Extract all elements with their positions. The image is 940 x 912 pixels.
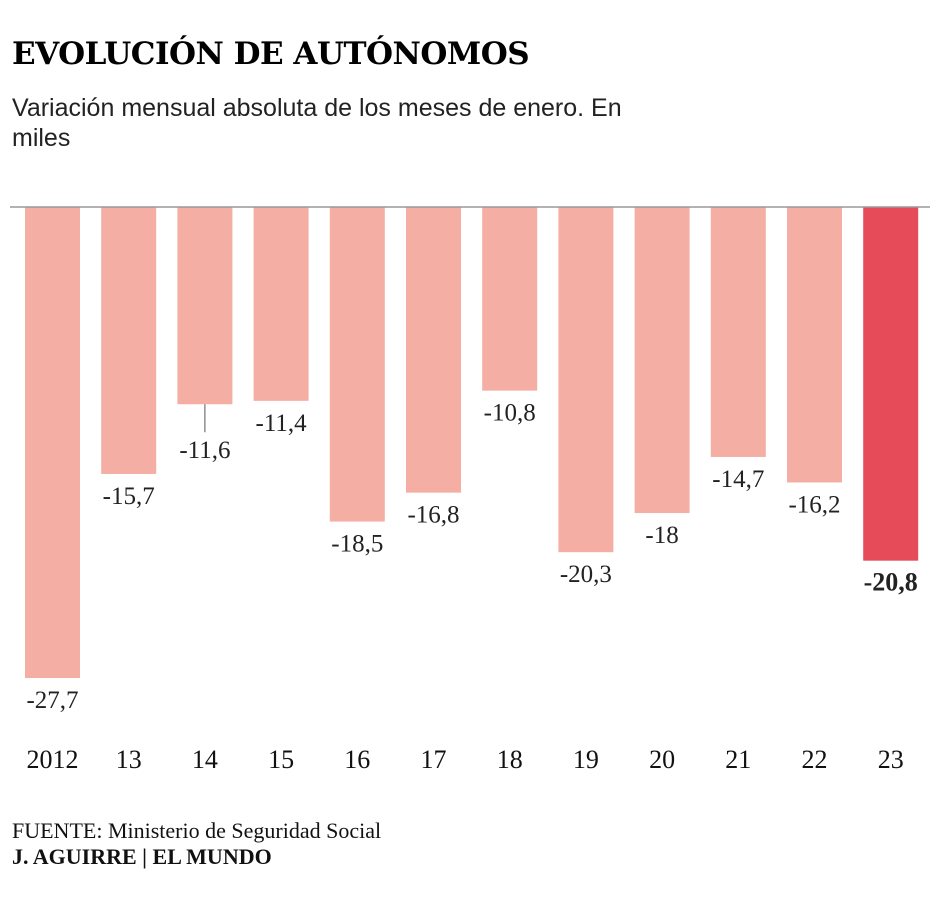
bar-16: [329, 207, 385, 522]
x-tick-18: 18: [497, 745, 523, 774]
bar-18: [482, 207, 538, 391]
bar-14: [177, 207, 233, 405]
value-label-17: -16,8: [407, 502, 459, 529]
bar-20: [634, 207, 690, 514]
x-tick-14: 14: [192, 745, 218, 774]
x-tick-21: 21: [725, 745, 751, 774]
value-labels-group: -27,7 -15,7 -11,6 -11,4 -18,5 -16,8 -10,8 -20,3…: [26, 400, 917, 714]
x-tick-2012: 2012: [27, 745, 79, 774]
footer: FUENTE: Ministerio de Seguridad Social J…: [12, 818, 381, 870]
x-tick-19: 19: [573, 745, 599, 774]
credit-line: J. AGUIRRE | EL MUNDO: [12, 844, 272, 869]
value-label-21: -14,7: [712, 466, 764, 493]
value-label-13: -15,7: [103, 483, 155, 510]
value-label-19: -20,3: [560, 561, 612, 588]
x-tick-13: 13: [116, 745, 142, 774]
bar-15: [253, 207, 309, 401]
bar-21: [710, 207, 766, 457]
x-tick-16: 16: [344, 745, 370, 774]
value-label-2012: -27,7: [26, 687, 78, 714]
x-tick-15: 15: [268, 745, 294, 774]
bar-23: [863, 207, 919, 561]
chart-subtitle: Variación mensual absoluta de los meses …: [12, 94, 622, 152]
x-tick-labels-group: 2012 13 14 15 16 17 18 19 20 21 22 23: [27, 745, 904, 774]
value-label-16: -18,5: [331, 531, 383, 558]
value-label-22: -16,2: [788, 491, 840, 518]
bar-chart: -27,7 -15,7 -11,6 -11,4 -18,5 -16,8 -10,8 -20,3…: [10, 206, 930, 774]
value-label-15: -11,4: [256, 410, 308, 437]
value-label-23: -20,8: [864, 568, 918, 597]
bar-19: [558, 207, 614, 553]
value-label-14: -11,6: [179, 437, 230, 464]
source-text: Ministerio de Seguridad Social: [107, 818, 382, 843]
bars-group: [25, 207, 919, 678]
chart-title: EVOLUCIÓN DE AUTÓNOMOS: [12, 36, 530, 72]
bar-2012: [25, 207, 80, 678]
bar-17: [406, 207, 461, 493]
bar-13: [101, 207, 157, 474]
source-label: FUENTE:: [12, 818, 103, 843]
value-label-18: -10,8: [484, 400, 536, 427]
x-tick-23: 23: [878, 745, 904, 774]
x-tick-22: 22: [802, 745, 828, 774]
bar-22: [787, 207, 842, 483]
value-label-20: -18: [645, 522, 678, 549]
x-tick-17: 17: [421, 745, 447, 774]
source-line: FUENTE: Ministerio de Seguridad Social: [12, 818, 381, 844]
x-tick-20: 20: [649, 745, 675, 774]
